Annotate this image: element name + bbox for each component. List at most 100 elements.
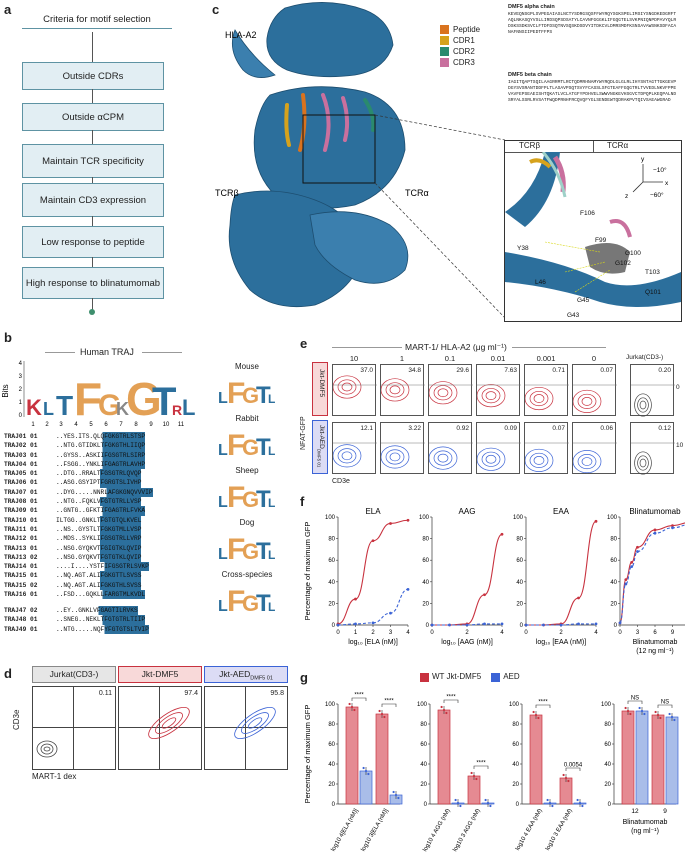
svg-text:−10°: −10° bbox=[653, 166, 667, 174]
g-replicate-point bbox=[445, 711, 448, 715]
g-ytick-label: 80 bbox=[328, 722, 335, 728]
traj-row: TRAJ16 01 ..FSD...GQKLLFARGTMLKVDL bbox=[4, 590, 214, 600]
g-category-label: 12 bbox=[631, 808, 639, 815]
traj-row-name: TRAJ47 02 bbox=[4, 607, 38, 614]
traj-row-name: TRAJ13 02 bbox=[4, 553, 38, 561]
g-ytick-label: 60 bbox=[420, 742, 427, 748]
svg-text:G: G bbox=[126, 373, 162, 425]
g-ytick-label: 80 bbox=[512, 722, 519, 728]
d-xlabel: MART-1 dex bbox=[32, 772, 77, 781]
traj-logo-main: Bits 4 3 2 1 0 K L T F G K G T R L 1 2 3 4 5… bbox=[1, 361, 195, 428]
traj-row-name: TRAJ49 01 bbox=[4, 625, 38, 633]
alpha-chain-seq: KEVEQNSGPLSVPEGAIASLNCTYSDRGSQSFFWYRQYSG… bbox=[508, 12, 677, 35]
traj-row-seq: ..NQ.AGT.ALIFGKGTHLSVSS bbox=[56, 580, 142, 591]
e-xaxis: CD3e bbox=[332, 478, 350, 485]
e-concentration-label: 0.001 bbox=[536, 354, 556, 363]
svg-text:Q101: Q101 bbox=[645, 289, 661, 296]
svg-text:T: T bbox=[256, 486, 271, 511]
f-chart-0: ELA 0 20 40 60 80 100 0 1 2 3 4 log₁₀ [ELA (nM)] bbox=[325, 507, 410, 646]
g-ytick-label: 60 bbox=[604, 742, 611, 748]
g-sig-bracket bbox=[381, 703, 397, 707]
g-replicate-point bbox=[562, 773, 565, 777]
traj-row-seq: ..FSD...GQKLLFARGTMLKVDL bbox=[56, 590, 146, 600]
g-replicate-point bbox=[626, 709, 630, 713]
traj-row-name: TRAJ02 01 bbox=[4, 442, 38, 450]
traj-row: TRAJ04 01 ..FSGG..YNKLIFGAGTRLAVHP bbox=[4, 459, 214, 470]
svg-text:L46: L46 bbox=[535, 279, 546, 286]
svg-text:L: L bbox=[218, 546, 228, 563]
d-label-aed: Jkt-AEDDMF5 01 bbox=[204, 666, 288, 683]
traj-row-name: TRAJ12 01 bbox=[4, 535, 38, 543]
zoom-box: TCRβ TCRα F106 F99 Y38 G100 G102 T103 Q1… bbox=[504, 140, 682, 322]
svg-text:G100: G100 bbox=[625, 250, 641, 257]
beta-chain-title: DMF5 beta chain bbox=[508, 72, 552, 78]
e-flow-value: 0.12 bbox=[658, 425, 671, 432]
e-jurkat-label: Jurkat(CD3-) bbox=[626, 354, 664, 361]
g-replicate-point bbox=[656, 713, 660, 717]
svg-text:y: y bbox=[641, 156, 645, 163]
e-flow-plot: 0.07 bbox=[572, 364, 617, 416]
logo-ylabel: Bits bbox=[1, 384, 10, 397]
svg-text:10: 10 bbox=[163, 422, 170, 428]
f-ytick-label: 80 bbox=[610, 537, 617, 543]
f-series-line bbox=[619, 524, 685, 624]
g-chart-3: 0 20 40 60 80 100 NS 12 NS 9 Blinatumomab (ng ml⁻¹) bbox=[601, 696, 679, 835]
traj-row-name: TRAJ10 01 bbox=[4, 516, 38, 524]
f-ytick-label: 0 bbox=[520, 623, 524, 629]
panel-label-c: c bbox=[212, 2, 220, 17]
g-sig-bracket bbox=[627, 700, 643, 704]
g-sig-label: **** bbox=[384, 699, 394, 705]
g-ytick-label: 100 bbox=[417, 702, 428, 708]
e-flow-plot: 0.07 bbox=[524, 422, 569, 474]
f-ytick-label: 40 bbox=[422, 580, 429, 586]
panel-label-a: a bbox=[4, 2, 12, 17]
g-bar-charts: Percentage of maximum GFP 0 20 40 60 80 100 ***… bbox=[303, 693, 679, 853]
e-flow-value: 12.1 bbox=[360, 425, 373, 432]
traj-row-seq: ..SNEG..NEKLTFGTGTRLTIIP bbox=[56, 615, 146, 625]
traj-row: TRAJ13 01 ..NSG.GYQKVTFGIGTKLQVIP bbox=[4, 543, 214, 553]
traj-row-seq: ..DTG..RRALTFGSGTRLQVQP bbox=[56, 469, 142, 479]
f-xlabel-2: (12 ng ml⁻¹) bbox=[636, 648, 674, 655]
g-ytick-label: 0 bbox=[424, 802, 428, 808]
g-ytick-label: 100 bbox=[601, 702, 612, 708]
traj-row: TRAJ49 01 ..NTG.....NQFYFGTGTSLTVIP bbox=[4, 624, 214, 634]
g-replicate-point bbox=[397, 796, 400, 800]
traj-row: TRAJ13 02 ..NSG.GYQKVTFGTGTKLQVIP bbox=[4, 552, 214, 563]
d-label-jurkat: Jurkat(CD3-) bbox=[32, 666, 116, 683]
traj-row-name: TRAJ14 01 bbox=[4, 563, 38, 571]
svg-text:F: F bbox=[227, 481, 245, 511]
g-replicate-point bbox=[624, 706, 627, 710]
g-ytick-label: 80 bbox=[420, 722, 427, 728]
svg-text:L: L bbox=[43, 399, 54, 419]
f-ytick-label: 60 bbox=[516, 558, 523, 564]
g-ytick-label: 20 bbox=[512, 782, 519, 788]
traj-row: TRAJ08 01 ..NTG..FQKLVFGTGTRLLVSP bbox=[4, 497, 214, 507]
e-flow-value: 29.6 bbox=[456, 367, 469, 374]
g-bar bbox=[621, 710, 635, 805]
traj-row-seq: ..NTG.....NQFYFGTGTSLTVIP bbox=[56, 624, 149, 634]
f-ytick-label: 100 bbox=[419, 515, 430, 521]
g-sig-bracket bbox=[535, 704, 551, 708]
g-replicate-point bbox=[475, 777, 478, 781]
svg-text:11: 11 bbox=[178, 422, 185, 428]
d-ylabel: CD3e bbox=[12, 709, 21, 730]
svg-text:2: 2 bbox=[19, 387, 23, 393]
f-data-point bbox=[389, 522, 392, 525]
g-sig-label: **** bbox=[476, 761, 486, 767]
f-xtick-label: 2 bbox=[465, 630, 469, 636]
traj-row-name: TRAJ16 01 bbox=[4, 591, 38, 599]
traj-row-seq: ..DYG.....NNRLAFGKGNQVVVIP bbox=[56, 487, 153, 498]
svg-text:4: 4 bbox=[74, 422, 78, 428]
f-data-point bbox=[577, 596, 580, 600]
traj-row-name: TRAJ01 01 bbox=[4, 433, 38, 440]
g-replicate-point bbox=[670, 715, 674, 719]
g-legend: WT Jkt-DMF5 AED bbox=[420, 672, 520, 682]
tcra-label: TCRα bbox=[405, 188, 429, 198]
f-dose-response: Percentage of maximum GFPELA020406080100… bbox=[303, 507, 685, 655]
traj-row: TRAJ03 01 ..GYSS..ASKIIFGSGTRLSIRP bbox=[4, 450, 214, 460]
hla-a2-label: HLA-A2 bbox=[225, 30, 257, 40]
svg-text:F: F bbox=[227, 377, 245, 407]
traj-row-name: TRAJ48 01 bbox=[4, 616, 38, 624]
